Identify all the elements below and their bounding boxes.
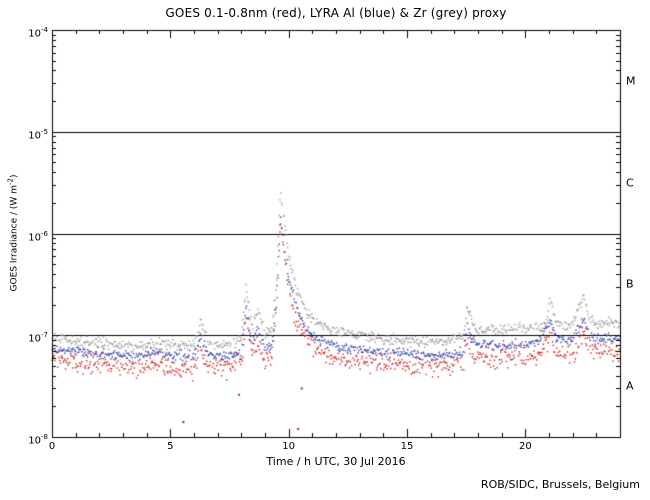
- x-axis-label: Time / h UTC, 30 Jul 2016: [266, 455, 406, 468]
- flare-class-label: B: [626, 277, 634, 291]
- x-tick-label: 20: [518, 441, 532, 452]
- x-tick-label: 0: [48, 441, 56, 452]
- chart-title: GOES 0.1-0.8nm (red), LYRA Al (blue) & Z…: [165, 6, 507, 20]
- y-tick-label: 10-8: [28, 433, 48, 447]
- y-tick-label: 10-7: [28, 331, 48, 345]
- x-tick-label: 15: [400, 441, 414, 452]
- flare-class-label: M: [626, 74, 636, 88]
- y-axis-label-exponent: -2: [6, 178, 15, 186]
- x-tick-label: 5: [167, 441, 174, 452]
- y-tick-label: 10-4: [28, 26, 48, 40]
- y-tick-label: 10-6: [28, 229, 48, 243]
- y-axis-label-suffix: ): [9, 174, 20, 179]
- y-tick-label: 10-5: [28, 127, 48, 142]
- flare-class-label: A: [626, 379, 634, 393]
- x-tick-label: 10: [282, 441, 296, 452]
- flare-class-label: C: [626, 176, 634, 190]
- credit-text: ROB/SIDC, Brussels, Belgium: [480, 478, 640, 491]
